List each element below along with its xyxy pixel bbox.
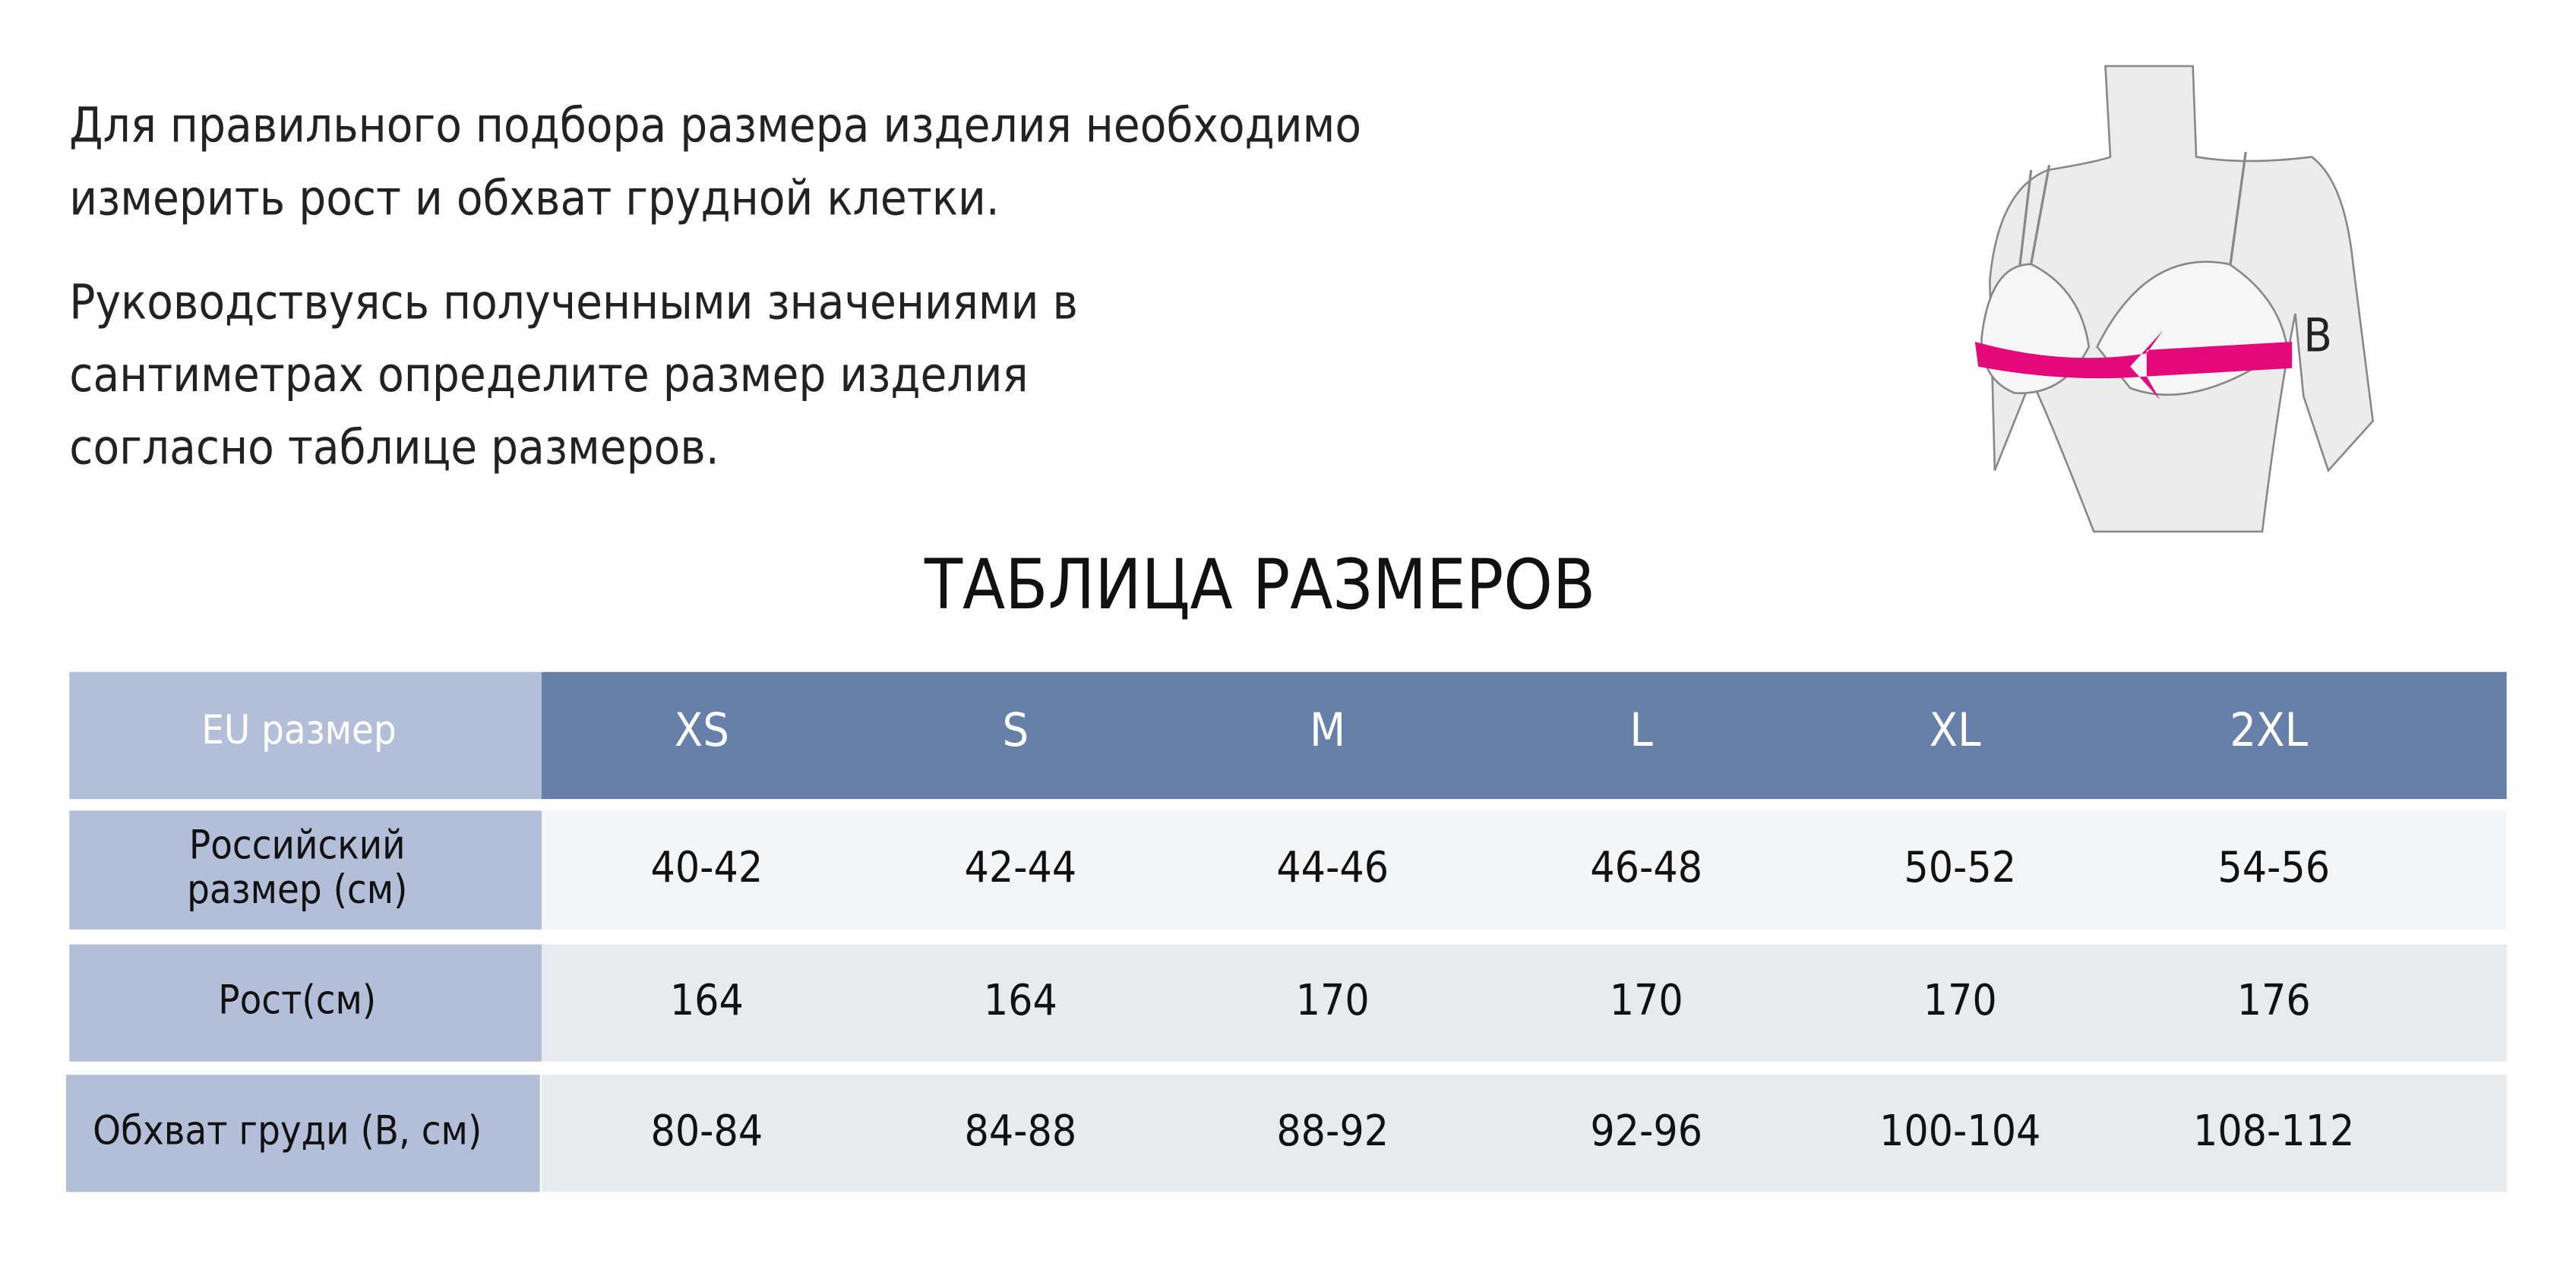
table-cell: 100-104 bbox=[1879, 1107, 2040, 1156]
header-cell: XL bbox=[1930, 704, 1982, 757]
table-cell: 84-88 bbox=[965, 1107, 1077, 1156]
table-cell: 42-44 bbox=[965, 843, 1077, 892]
figure-label: B bbox=[2303, 309, 2332, 362]
row-label: Российский bbox=[189, 823, 406, 868]
header-row bbox=[541, 671, 2507, 800]
table-cell: 170 bbox=[1610, 976, 1683, 1025]
header-cell: XS bbox=[675, 704, 729, 757]
table-cell: 170 bbox=[1923, 976, 1997, 1025]
header-cell: M bbox=[1310, 704, 1345, 757]
measure-arrow bbox=[1974, 330, 2293, 400]
intro-line: Для правильного подбора размера изделия … bbox=[69, 97, 1361, 153]
row-label-cell bbox=[69, 944, 542, 1062]
header-cell: EU размер bbox=[201, 708, 396, 753]
figure: B bbox=[1974, 65, 2375, 533]
intro: Для правильного подбора размера изделия … bbox=[69, 97, 1361, 475]
table-cell: 80-84 bbox=[651, 1107, 763, 1156]
table-cell: 92-96 bbox=[1590, 1107, 1702, 1156]
row-bg bbox=[541, 1075, 2507, 1192]
row-label: Рост(см) bbox=[218, 978, 376, 1024]
row-label: размер (см) bbox=[187, 867, 407, 913]
table-cell: 54-56 bbox=[2217, 843, 2330, 892]
header-cell: 2XL bbox=[2230, 704, 2308, 757]
row-bg bbox=[541, 944, 2507, 1062]
intro-line: измерить рост и обхват грудной клетки. bbox=[69, 169, 1000, 226]
intro-line: Руководствуясь полученными значениями в bbox=[69, 273, 1078, 330]
row-label: Обхват груди (B, см) bbox=[93, 1108, 482, 1154]
table-cell: 176 bbox=[2237, 976, 2311, 1025]
header-label-cell bbox=[69, 671, 542, 800]
table-cell: 108-112 bbox=[2193, 1107, 2354, 1156]
table-cell: 40-42 bbox=[651, 843, 763, 892]
table-cell: 88-92 bbox=[1276, 1107, 1389, 1156]
row-bg bbox=[541, 810, 2507, 930]
table-cell: 50-52 bbox=[1904, 843, 2016, 892]
table-cell: 164 bbox=[670, 976, 744, 1025]
header-cell: L bbox=[1629, 704, 1653, 757]
intro-line: согласно таблице размеров. bbox=[69, 419, 719, 475]
table-cell: 164 bbox=[984, 976, 1057, 1025]
row-label-cell bbox=[65, 1075, 540, 1192]
intro-line: сантиметрах определите размер изделия bbox=[69, 346, 1028, 403]
row-label-cell bbox=[69, 810, 542, 930]
table-cell: 44-46 bbox=[1276, 843, 1389, 892]
header-cell: S bbox=[1002, 704, 1029, 757]
table-title: ТАБЛИЦА РАЗМЕРОВ bbox=[924, 544, 1595, 625]
table-cell: 170 bbox=[1296, 976, 1370, 1025]
table-cell: 46-48 bbox=[1590, 843, 1702, 892]
